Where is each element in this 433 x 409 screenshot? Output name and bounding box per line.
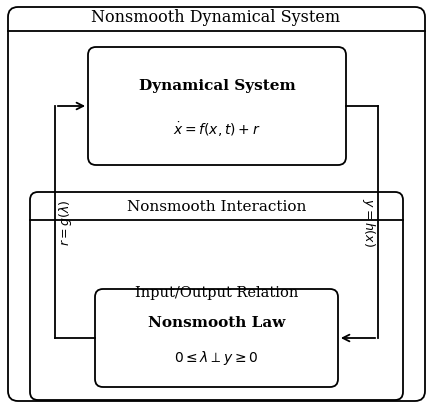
Text: Nonsmooth Law: Nonsmooth Law xyxy=(148,315,285,329)
Text: $\dot{x} = f(x,t) + r$: $\dot{x} = f(x,t) + r$ xyxy=(173,120,261,139)
Text: Input/Output Relation: Input/Output Relation xyxy=(135,285,298,299)
Text: Dynamical System: Dynamical System xyxy=(139,79,295,93)
FancyBboxPatch shape xyxy=(8,8,425,401)
Text: $y = h(x)$: $y = h(x)$ xyxy=(359,198,377,247)
Text: Nonsmooth Dynamical System: Nonsmooth Dynamical System xyxy=(91,9,341,27)
FancyBboxPatch shape xyxy=(88,48,346,166)
Text: Nonsmooth Interaction: Nonsmooth Interaction xyxy=(127,200,306,213)
Text: $0 \leq \lambda \perp y \geq 0$: $0 \leq \lambda \perp y \geq 0$ xyxy=(174,348,259,366)
Text: $r = g(\lambda)$: $r = g(\lambda)$ xyxy=(56,199,74,246)
FancyBboxPatch shape xyxy=(95,289,338,387)
FancyBboxPatch shape xyxy=(30,193,403,400)
